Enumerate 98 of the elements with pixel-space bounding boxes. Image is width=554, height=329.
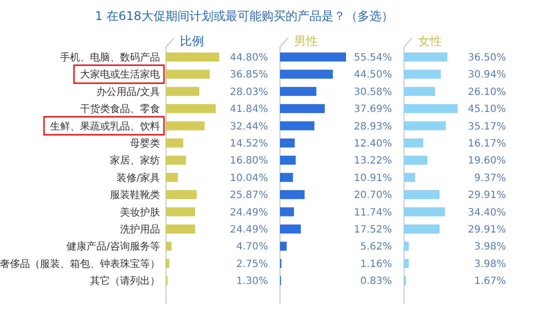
- data-label: 17.52%: [354, 224, 392, 236]
- bar: [166, 156, 186, 165]
- bar: [166, 104, 216, 114]
- data-label: 36.85%: [230, 70, 268, 81]
- data-label: 11.74%: [354, 207, 392, 218]
- bar: [404, 224, 440, 234]
- data-label: 24.49%: [230, 207, 268, 218]
- bar: [404, 156, 428, 165]
- data-label: 3.98%: [474, 242, 506, 253]
- bar: [166, 121, 205, 130]
- data-label: 26.10%: [468, 86, 506, 98]
- data-label: 28.03%: [230, 86, 268, 98]
- y-tick-label: 家居、家纺: [110, 154, 160, 167]
- data-label: 34.40%: [468, 207, 506, 218]
- bar: [280, 156, 296, 165]
- data-label: 44.80%: [230, 52, 268, 64]
- bar: [280, 70, 333, 79]
- bar: [404, 172, 416, 182]
- data-label: 2.75%: [236, 258, 268, 270]
- data-label: 13.22%: [354, 156, 392, 167]
- data-label: 35.17%: [468, 121, 506, 132]
- bar: [280, 138, 295, 148]
- bar: [404, 86, 436, 96]
- data-label: 3.98%: [474, 258, 506, 270]
- bar: [166, 242, 172, 251]
- bar: [166, 207, 196, 216]
- data-label: 5.62%: [360, 242, 392, 253]
- data-label: 16.80%: [230, 156, 268, 167]
- bar: [166, 190, 197, 200]
- chart-subtitle: 男性: [294, 34, 318, 48]
- y-tick-label: 其它（请列出）: [90, 275, 160, 288]
- data-label: 37.69%: [354, 104, 392, 116]
- bar: [404, 190, 440, 200]
- data-label: 1.30%: [236, 276, 268, 288]
- chart-subtitle: 比例: [180, 34, 204, 48]
- data-label: 29.91%: [468, 224, 506, 236]
- bar: [404, 258, 409, 268]
- data-label: 32.44%: [230, 121, 268, 132]
- bar: [404, 70, 441, 79]
- data-label: 41.84%: [230, 104, 268, 116]
- data-label: 10.04%: [230, 172, 268, 184]
- data-label: 44.50%: [354, 70, 392, 81]
- data-label: 25.87%: [230, 190, 268, 202]
- bar: [166, 138, 184, 148]
- bar: [404, 121, 446, 130]
- data-label: 29.91%: [468, 190, 506, 202]
- bar: [280, 172, 293, 182]
- y-tick-label: 奢侈品（服装、箱包、钟表珠宝等）: [0, 258, 160, 270]
- data-label: 30.58%: [354, 86, 392, 98]
- bar: [280, 104, 325, 114]
- data-label: 36.50%: [468, 52, 506, 64]
- data-label: 19.60%: [468, 156, 506, 167]
- text: 1 在618大促期间计划或最可能购买的产品是？（多选）: [95, 9, 394, 23]
- bar: [166, 52, 220, 62]
- bar: [166, 172, 178, 182]
- bar: [404, 52, 448, 62]
- data-label: 28.93%: [354, 121, 392, 132]
- y-tick-label: 干货类食品、零食: [80, 103, 160, 116]
- data-label: 20.70%: [354, 190, 392, 202]
- bar: [166, 224, 196, 234]
- data-label: 10.91%: [354, 172, 392, 184]
- bar: [404, 207, 445, 216]
- y-tick-label: 母婴类: [130, 138, 160, 150]
- bar: [404, 242, 409, 251]
- data-label: 30.94%: [468, 70, 506, 81]
- bar: [280, 224, 301, 234]
- bar: [166, 70, 210, 79]
- bar: [280, 86, 316, 96]
- y-tick-label: 洗护用品: [120, 224, 160, 236]
- data-label: 55.54%: [354, 52, 392, 64]
- data-label: 16.17%: [468, 138, 506, 150]
- data-label: 1.67%: [474, 276, 506, 288]
- data-label: 4.70%: [236, 242, 268, 253]
- data-label: 14.52%: [230, 138, 268, 150]
- bar: [404, 104, 458, 114]
- y-tick-label: 服装鞋靴类: [110, 189, 160, 202]
- data-label: 45.10%: [468, 104, 506, 116]
- bar: [280, 190, 305, 200]
- chart-subtitle: 女性: [418, 34, 442, 48]
- bar: [404, 138, 424, 148]
- y-tick-label: 大家电或生活家电: [80, 68, 160, 81]
- data-label: 1.16%: [360, 258, 392, 270]
- data-label: 12.40%: [354, 138, 392, 150]
- data-label: 9.37%: [474, 172, 506, 184]
- data-label: 24.49%: [230, 224, 268, 236]
- bar: [280, 242, 287, 251]
- bar: [280, 207, 294, 216]
- y-tick-label: 美妆护肤: [120, 206, 160, 218]
- data-label: 0.83%: [360, 276, 392, 288]
- bar: [280, 121, 314, 130]
- y-tick-label: 生鲜、果蔬或乳品、饮料: [50, 120, 160, 132]
- y-tick-label: 健康产品/咨询服务等: [66, 240, 160, 253]
- y-tick-label: 办公用品/文具: [96, 86, 160, 98]
- y-tick-label: 手机、电脑、数码产品: [60, 52, 160, 64]
- bar: [280, 52, 346, 62]
- bar: [166, 258, 170, 268]
- y-tick-label: 装修/家具: [116, 172, 160, 184]
- bar: [166, 86, 200, 96]
